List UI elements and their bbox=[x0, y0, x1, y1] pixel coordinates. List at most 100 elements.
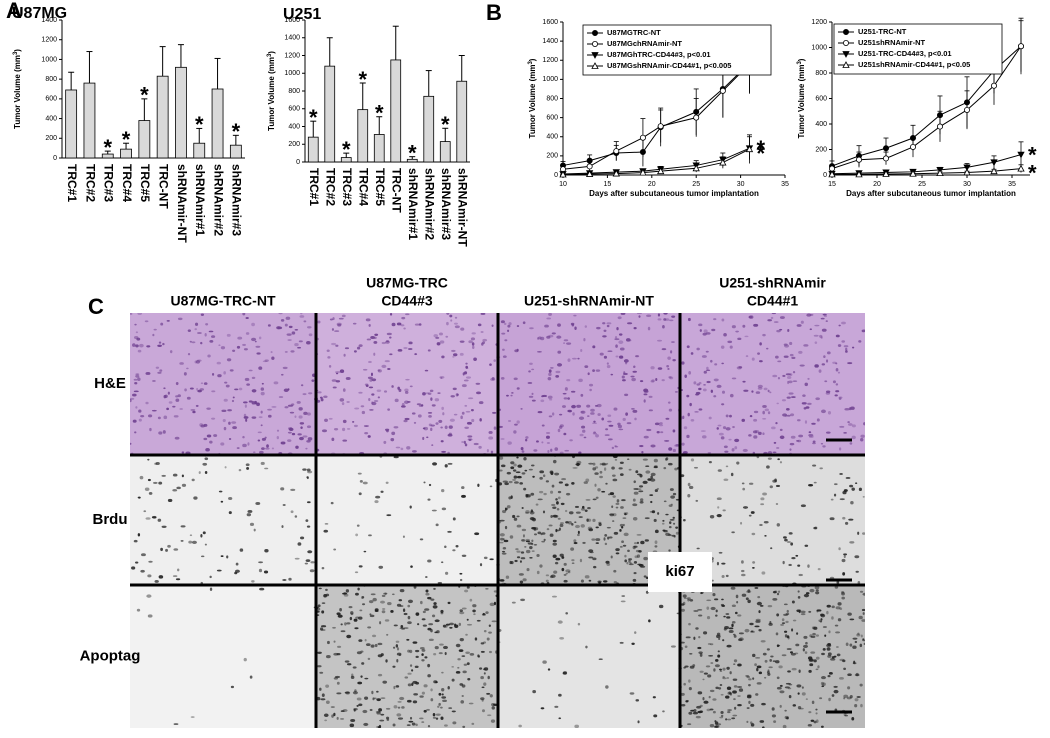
cell-texture bbox=[863, 422, 865, 426]
cell-texture bbox=[590, 408, 595, 412]
cell-texture bbox=[261, 382, 264, 385]
cell-texture bbox=[686, 394, 690, 398]
cell-texture bbox=[785, 620, 789, 624]
cell-texture bbox=[200, 555, 205, 558]
cell-texture bbox=[512, 514, 516, 519]
cell-texture bbox=[741, 482, 745, 485]
cell-texture bbox=[838, 324, 841, 327]
panel-label: C bbox=[88, 294, 104, 319]
cell-texture bbox=[287, 339, 292, 341]
cell-texture bbox=[580, 411, 585, 413]
cell-texture bbox=[478, 401, 484, 405]
cell-texture bbox=[440, 440, 444, 443]
cell-texture bbox=[746, 675, 751, 679]
cell-texture bbox=[435, 717, 439, 720]
cell-texture bbox=[753, 418, 758, 422]
cell-texture bbox=[612, 474, 616, 477]
cell-texture bbox=[349, 723, 355, 728]
cell-texture bbox=[440, 716, 444, 720]
cell-texture bbox=[424, 369, 429, 372]
cell-texture bbox=[308, 333, 313, 337]
cell-texture bbox=[742, 380, 746, 383]
cell-texture bbox=[561, 405, 566, 408]
cell-texture bbox=[603, 329, 607, 332]
cell-texture bbox=[668, 504, 673, 507]
cell-texture bbox=[714, 664, 720, 668]
cell-texture bbox=[373, 697, 377, 700]
cell-texture bbox=[459, 611, 465, 615]
legend-label: U87MGhTRC-CD44#3, p<0.01 bbox=[607, 50, 711, 59]
cell-texture bbox=[733, 634, 737, 638]
cell-texture bbox=[825, 359, 829, 363]
cell-texture bbox=[638, 550, 642, 553]
cell-texture bbox=[197, 389, 202, 393]
cell-texture bbox=[783, 603, 788, 606]
cell-texture bbox=[385, 707, 391, 710]
cell-texture bbox=[146, 594, 152, 598]
cell-texture bbox=[595, 542, 600, 544]
cell-texture bbox=[528, 395, 534, 398]
cell-texture bbox=[548, 369, 552, 373]
cell-texture bbox=[820, 614, 823, 617]
cell-texture bbox=[583, 481, 588, 484]
point bbox=[883, 155, 890, 162]
cell-texture bbox=[663, 466, 667, 470]
cell-texture bbox=[681, 361, 685, 365]
cell-texture bbox=[619, 528, 622, 532]
cell-texture bbox=[779, 704, 782, 708]
cell-texture bbox=[574, 505, 580, 509]
bar bbox=[211, 88, 224, 159]
point bbox=[585, 170, 594, 177]
cell-texture bbox=[761, 726, 765, 728]
cell-texture bbox=[461, 655, 466, 657]
cell-texture bbox=[480, 313, 486, 315]
cell-texture bbox=[372, 634, 377, 638]
cell-texture bbox=[820, 681, 824, 686]
cell-texture bbox=[518, 573, 524, 576]
cell-texture bbox=[607, 350, 613, 353]
cell-texture bbox=[614, 335, 618, 339]
cell-texture bbox=[218, 490, 223, 493]
cell-texture bbox=[623, 359, 629, 363]
cell-texture bbox=[844, 407, 850, 411]
cell-texture bbox=[758, 610, 761, 614]
cell-texture bbox=[648, 409, 653, 412]
cell-texture bbox=[177, 568, 180, 572]
cell-texture bbox=[213, 434, 218, 437]
cell-texture bbox=[614, 338, 620, 341]
cell-texture bbox=[427, 596, 432, 600]
cell-texture bbox=[564, 509, 568, 513]
cell-texture bbox=[767, 411, 771, 415]
cell-texture bbox=[502, 348, 505, 351]
cell-texture bbox=[533, 449, 538, 452]
cell-texture bbox=[781, 618, 785, 622]
cell-texture bbox=[753, 410, 759, 414]
cell-texture bbox=[386, 514, 392, 517]
cell-texture bbox=[246, 383, 251, 386]
cell-texture bbox=[431, 444, 434, 446]
cell-texture bbox=[789, 353, 794, 357]
cell-texture bbox=[797, 596, 801, 599]
cell-texture bbox=[828, 697, 831, 702]
cell-texture bbox=[584, 325, 587, 328]
cell-texture bbox=[521, 472, 526, 475]
cell-texture bbox=[381, 594, 386, 597]
cell-texture bbox=[714, 598, 719, 601]
cell-texture bbox=[735, 594, 739, 599]
cell-texture bbox=[251, 416, 257, 419]
cell-texture bbox=[744, 628, 750, 633]
cell-texture bbox=[225, 384, 230, 388]
cell-texture bbox=[234, 388, 239, 391]
cell-texture bbox=[629, 561, 632, 565]
cell-texture bbox=[654, 545, 658, 548]
cell-texture bbox=[784, 630, 788, 633]
cell-texture bbox=[683, 682, 686, 686]
cell-texture bbox=[187, 353, 191, 356]
cell-texture bbox=[672, 429, 676, 433]
point bbox=[991, 82, 998, 89]
cell-texture bbox=[335, 372, 339, 375]
cell-texture bbox=[854, 704, 858, 708]
cell-texture bbox=[173, 548, 179, 551]
column-header: U87MG-TRC-NT bbox=[171, 293, 276, 309]
cell-texture bbox=[804, 382, 809, 387]
